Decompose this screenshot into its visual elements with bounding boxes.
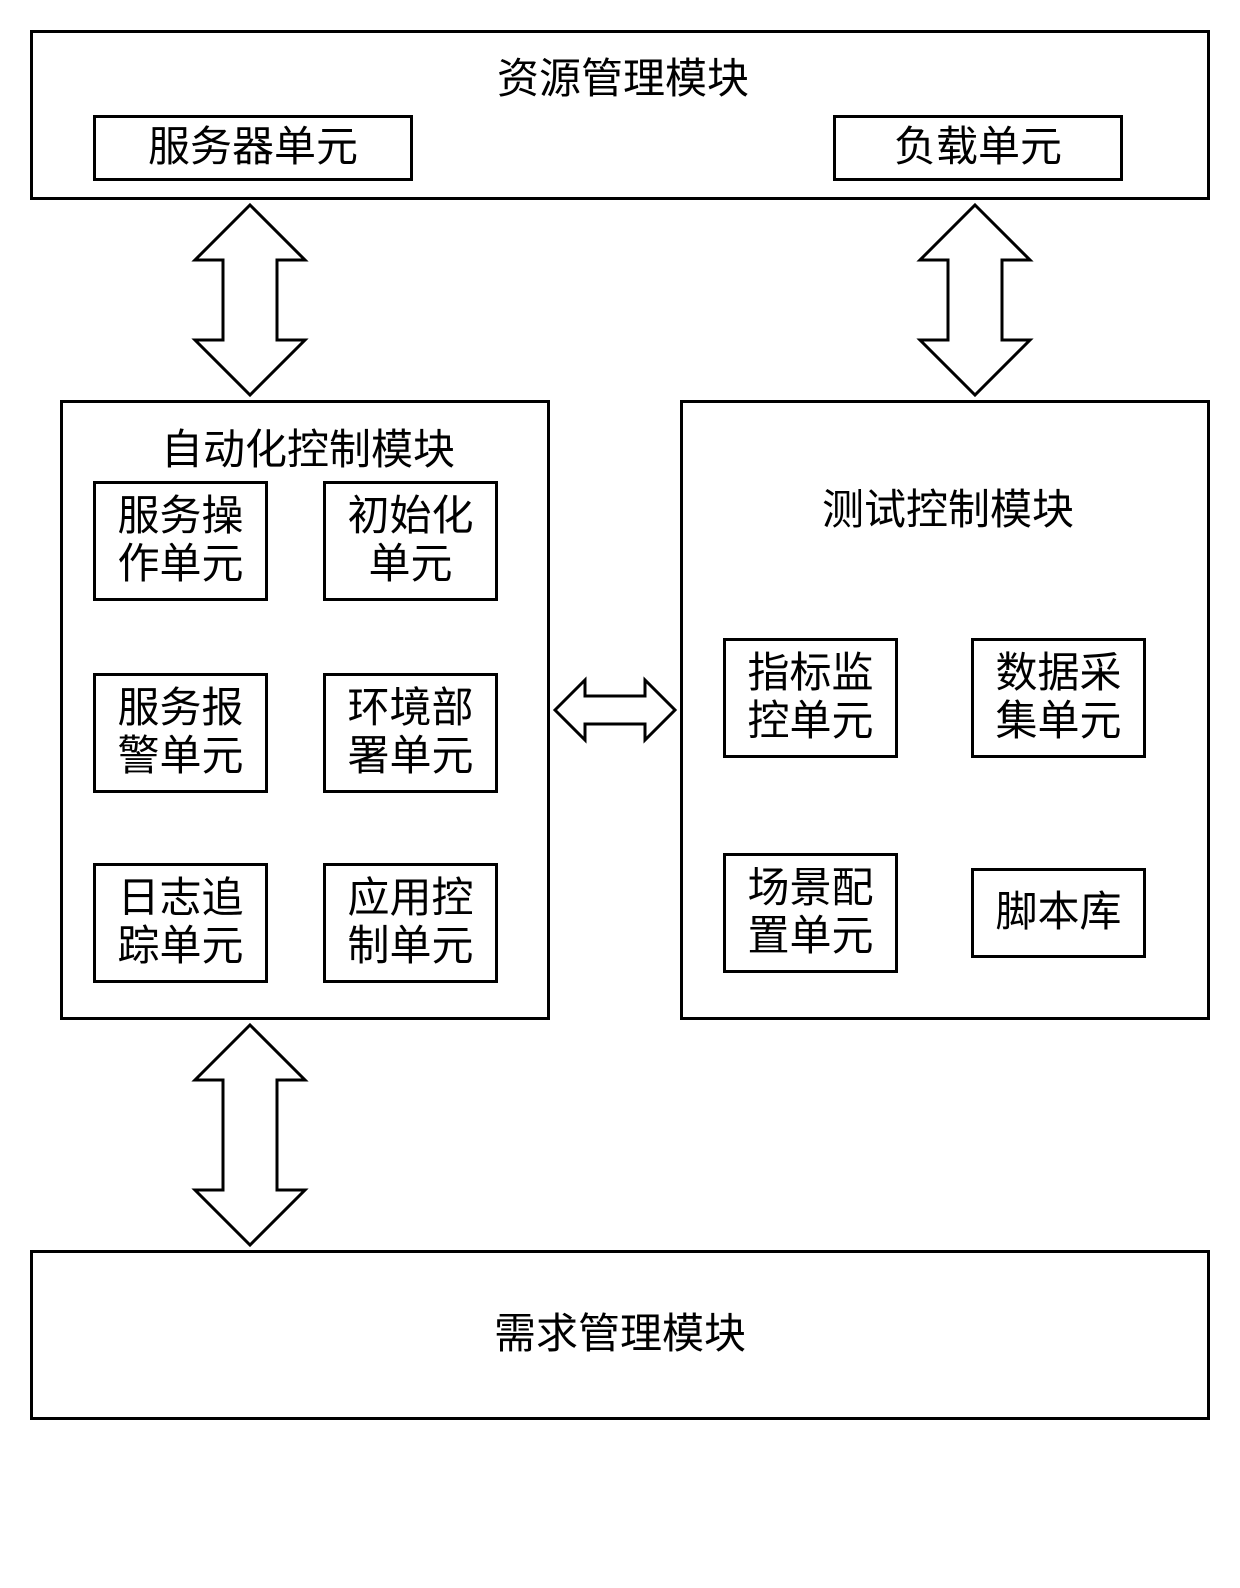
metric-unit-label: 指标监 控单元 xyxy=(747,650,873,747)
test-module-box: 测试控制模块 指标监 控单元 数据采 集单元 场景配 置单元 脚本库 xyxy=(680,400,1210,1020)
script-unit-box: 脚本库 xyxy=(971,868,1146,958)
test-module-title: 测试控制模块 xyxy=(683,476,1213,537)
resource-module-title: 资源管理模块 xyxy=(33,45,1213,106)
app-ctrl-unit-box: 应用控 制单元 xyxy=(323,863,498,983)
arrow-auto-test xyxy=(555,680,675,740)
env-deploy-unit-box: 环境部 署单元 xyxy=(323,673,498,793)
resource-module-box: 资源管理模块 服务器单元 负载单元 xyxy=(30,30,1210,200)
scene-unit-box: 场景配 置单元 xyxy=(723,853,898,973)
auto-module-title: 自动化控制模块 xyxy=(63,416,553,477)
demand-module-title: 需求管理模块 xyxy=(494,1311,746,1359)
load-unit-label: 负载单元 xyxy=(894,124,1062,172)
svc-op-unit-label: 服务操 作单元 xyxy=(117,493,243,590)
demand-module-box: 需求管理模块 xyxy=(30,1250,1210,1420)
init-unit-label: 初始化 单元 xyxy=(347,493,473,590)
svc-alarm-unit-label: 服务报 警单元 xyxy=(117,685,243,782)
init-unit-box: 初始化 单元 xyxy=(323,481,498,601)
load-unit-box: 负载单元 xyxy=(833,115,1123,181)
log-trace-unit-box: 日志追 踪单元 xyxy=(93,863,268,983)
data-unit-box: 数据采 集单元 xyxy=(971,638,1146,758)
metric-unit-box: 指标监 控单元 xyxy=(723,638,898,758)
data-unit-label: 数据采 集单元 xyxy=(995,650,1121,747)
script-unit-label: 脚本库 xyxy=(995,889,1121,937)
arrow-auto-demand xyxy=(195,1025,305,1245)
svc-alarm-unit-box: 服务报 警单元 xyxy=(93,673,268,793)
arrow-resource-test xyxy=(920,205,1030,395)
log-trace-unit-label: 日志追 踪单元 xyxy=(117,875,243,972)
arrow-resource-auto xyxy=(195,205,305,395)
auto-module-box: 自动化控制模块 服务操 作单元 初始化 单元 服务报 警单元 环境部 署单元 日… xyxy=(60,400,550,1020)
scene-unit-label: 场景配 置单元 xyxy=(747,865,873,962)
env-deploy-unit-label: 环境部 署单元 xyxy=(347,685,473,782)
app-ctrl-unit-label: 应用控 制单元 xyxy=(347,875,473,972)
diagram-canvas: 资源管理模块 服务器单元 负载单元 自动化控制模块 服务操 作单元 初始化 单元… xyxy=(0,0,1240,1588)
server-unit-box: 服务器单元 xyxy=(93,115,413,181)
svc-op-unit-box: 服务操 作单元 xyxy=(93,481,268,601)
server-unit-label: 服务器单元 xyxy=(148,124,358,172)
